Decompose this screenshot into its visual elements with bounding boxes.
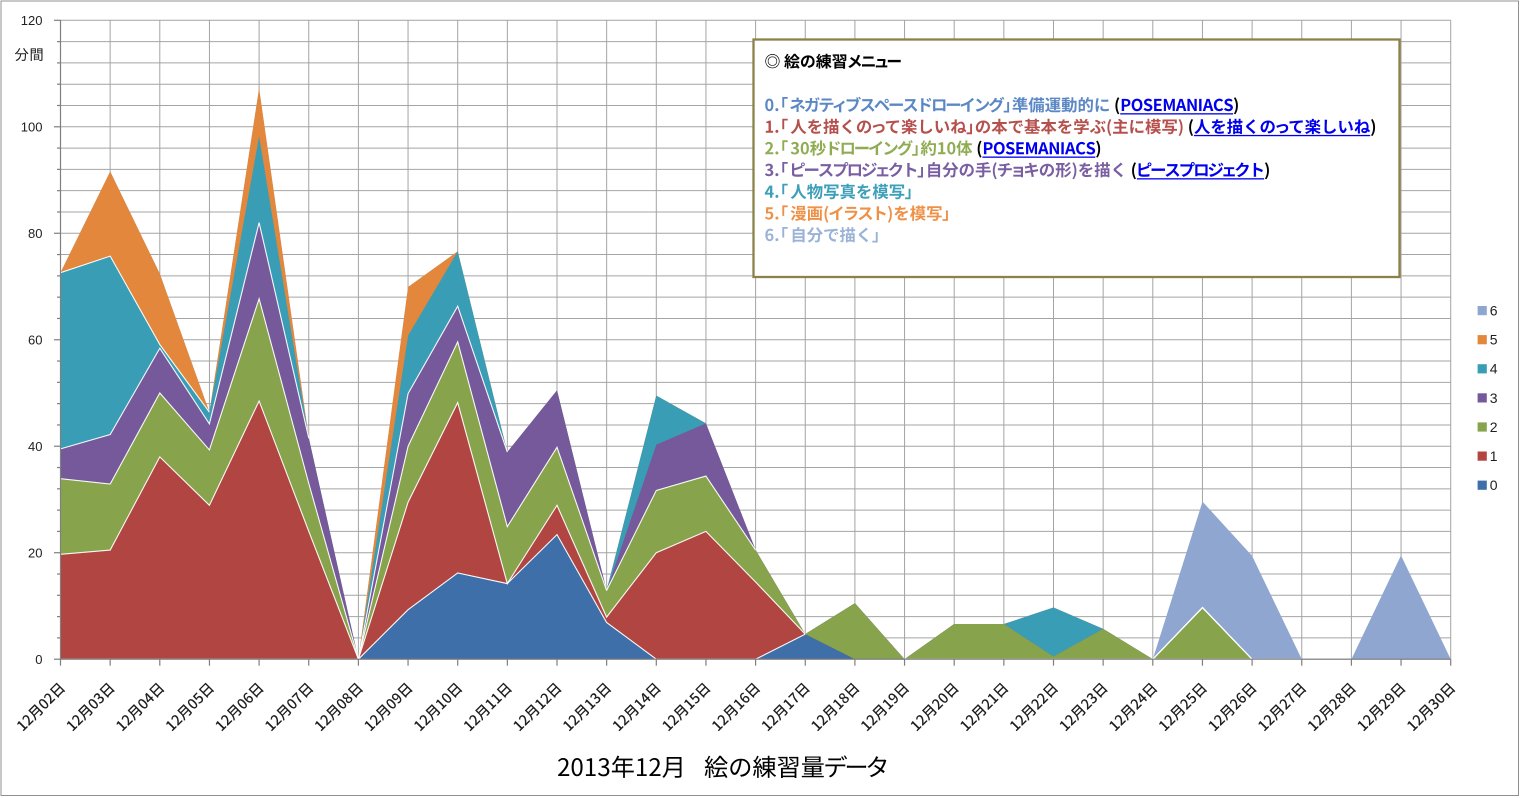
svg-text:80: 80 <box>28 226 42 241</box>
svg-text:20: 20 <box>28 545 42 560</box>
svg-text:3: 3 <box>1490 390 1498 406</box>
svg-text:40: 40 <box>28 439 42 454</box>
svg-text:5: 5 <box>1490 332 1498 348</box>
svg-text:100: 100 <box>21 119 43 134</box>
svg-text:120: 120 <box>21 13 43 28</box>
svg-text:0: 0 <box>1490 477 1498 493</box>
svg-text:1: 1 <box>1490 448 1498 464</box>
svg-text:60: 60 <box>28 332 42 347</box>
svg-text:4: 4 <box>1490 361 1498 377</box>
svg-text:2: 2 <box>1490 419 1498 435</box>
svg-text:6: 6 <box>1490 303 1498 319</box>
svg-text:0: 0 <box>35 652 42 667</box>
